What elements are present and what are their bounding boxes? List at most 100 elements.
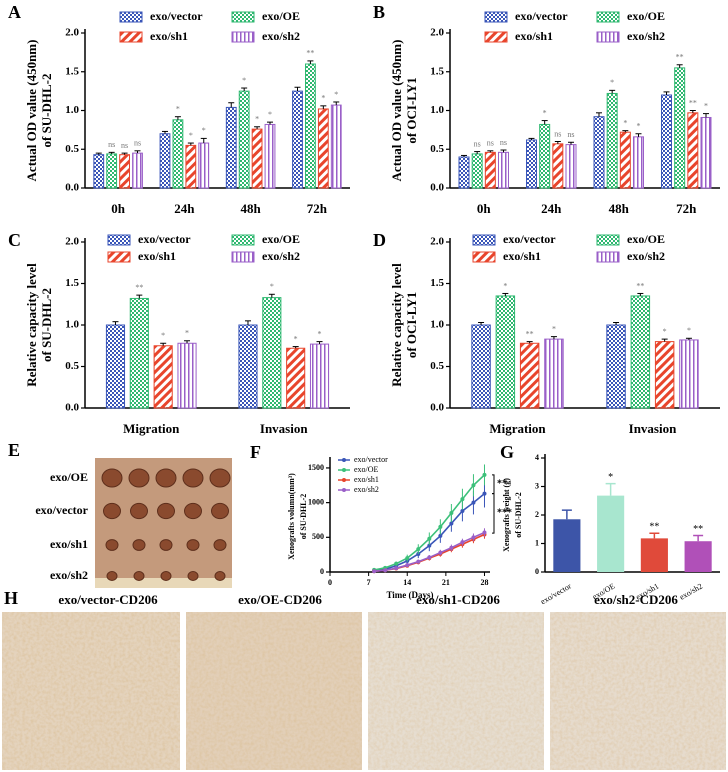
x-tick-label: 0h xyxy=(477,201,492,216)
significance-marker: * xyxy=(608,472,613,483)
significance-marker: *** xyxy=(497,508,512,519)
significance-marker: ** xyxy=(526,329,534,338)
bar xyxy=(495,295,516,409)
bar xyxy=(119,154,130,189)
y-tick-label: 0.5 xyxy=(430,360,444,372)
significance-marker: * xyxy=(610,78,614,87)
bar xyxy=(458,156,470,189)
significance-marker: * xyxy=(623,118,627,127)
point xyxy=(460,508,465,513)
significance-marker: * xyxy=(321,94,325,103)
y-tick-label: 0.5 xyxy=(65,143,79,155)
x-tick-label: 21 xyxy=(442,578,450,587)
y-axis-label: of SU-DHL-2 xyxy=(39,288,54,362)
bar xyxy=(159,133,171,189)
y-tick-label: 1.5 xyxy=(65,277,79,289)
point xyxy=(438,533,443,538)
bar xyxy=(674,67,686,189)
y-axis-label: Actual OD value (450nm) xyxy=(389,40,404,182)
legend-label: exo/sh1 xyxy=(515,29,553,43)
x-tick-label: exo/vector xyxy=(539,581,573,606)
y-axis-label: of SU-DHL-2 xyxy=(299,494,308,540)
legend-label: exo/sh1 xyxy=(138,249,176,263)
bar xyxy=(106,153,118,189)
y-tick-label: 2.0 xyxy=(430,236,444,248)
point xyxy=(460,540,465,545)
y-tick-label: 1.0 xyxy=(65,319,79,331)
legend-label: exo/sh1 xyxy=(354,475,379,484)
legend-label: exo/sh2 xyxy=(627,29,665,43)
point xyxy=(427,543,432,548)
significance-marker: * xyxy=(663,327,667,336)
significance-marker: ns xyxy=(121,141,128,150)
point xyxy=(416,547,421,552)
bar xyxy=(553,519,581,572)
image-title: exo/OE-CD206 xyxy=(238,592,322,607)
y-axis-label: Actual OD value (450nm) xyxy=(24,40,39,182)
x-tick-label: exo/sh2 xyxy=(678,582,704,602)
tumor xyxy=(211,502,229,520)
chart-panel: 0.0 0.5 1.0 1.5 2.0 Actual OD value (450nm) of… xyxy=(8,2,350,216)
point xyxy=(416,551,421,556)
bar xyxy=(519,342,540,409)
significance-marker: * xyxy=(176,105,180,114)
bar xyxy=(497,151,509,189)
legend-swatch xyxy=(596,11,620,23)
legend-marker xyxy=(342,488,346,492)
ihc-texture xyxy=(368,612,544,770)
bar xyxy=(630,295,651,409)
bar xyxy=(262,297,282,409)
x-axis-label: Time (Days) xyxy=(386,590,433,600)
image-title: exo/sh1-CD206 xyxy=(416,592,500,607)
significance-marker: * xyxy=(268,110,272,119)
bar xyxy=(172,119,184,189)
y-tick-label: 1.5 xyxy=(65,65,79,77)
significance-marker: * xyxy=(242,76,246,85)
legend-swatch xyxy=(231,31,255,43)
significance-marker: ns xyxy=(134,139,141,148)
tumor xyxy=(209,468,231,488)
point xyxy=(482,530,487,535)
panel-label: G xyxy=(500,442,514,462)
legend-swatch xyxy=(596,234,620,246)
significance-marker: ** xyxy=(693,524,703,535)
tumor xyxy=(103,502,121,520)
tumors xyxy=(101,468,231,581)
legend-swatch xyxy=(596,251,620,263)
tumor xyxy=(106,571,118,581)
bracket xyxy=(492,474,495,495)
legend-label: exo/OE xyxy=(627,232,665,246)
y-tick-label: 1.5 xyxy=(430,65,444,77)
legend-label: exo/sh1 xyxy=(150,29,188,43)
histology-panel: H exo/vector-CD206 exo/OE-CD206 exo/sh1-… xyxy=(2,588,726,770)
point xyxy=(438,524,443,529)
legend-swatch xyxy=(484,31,508,43)
significance-marker: * xyxy=(334,90,338,99)
tumor xyxy=(160,571,172,581)
panel-label: E xyxy=(8,440,20,460)
y-tick-label: 0.0 xyxy=(65,182,79,194)
legend-label: exo/OE xyxy=(262,232,300,246)
point xyxy=(427,555,432,560)
panel-label: F xyxy=(250,442,261,462)
x-tick-label: 28 xyxy=(480,578,488,587)
tumor xyxy=(184,502,202,520)
point xyxy=(482,491,487,496)
x-tick-label: 72h xyxy=(307,201,328,216)
point xyxy=(394,561,399,566)
bar xyxy=(471,153,483,189)
legend-swatch xyxy=(231,251,255,263)
point xyxy=(482,472,487,477)
legend-label: exo/vector xyxy=(138,232,191,246)
legend-marker xyxy=(342,468,346,472)
bar xyxy=(225,106,237,189)
significance-marker: * xyxy=(202,126,206,135)
legend-swatch xyxy=(596,31,620,43)
x-tick-label: 48h xyxy=(241,201,262,216)
y-tick-label: 1.0 xyxy=(430,319,444,331)
row-label: exo/sh2 xyxy=(50,568,88,582)
point xyxy=(449,545,454,550)
bracket xyxy=(492,493,495,534)
legend-swatch xyxy=(472,251,496,263)
y-tick-label: 1 xyxy=(535,538,539,547)
